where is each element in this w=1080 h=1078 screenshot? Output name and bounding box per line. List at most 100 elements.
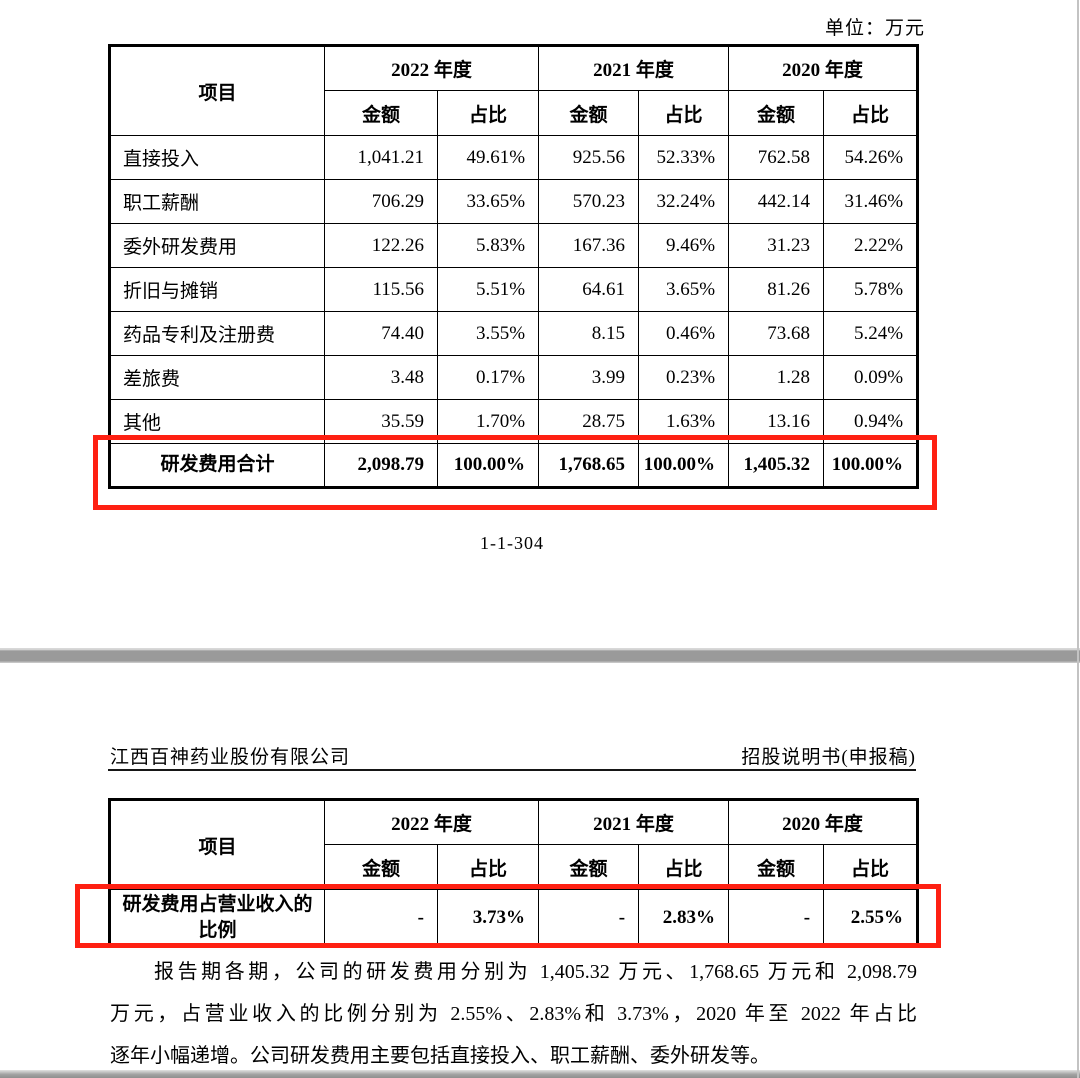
cell-ratio: 32.24% <box>638 179 730 224</box>
cell-ratio: 0.23% <box>638 355 730 400</box>
ratio-table-row: 研发费用占营业收入的比例 - 3.73% - 2.83% - 2.55% <box>109 889 919 947</box>
subheader-ratio: 占比 <box>638 90 730 136</box>
table-row: 其他 35.59 1.70% 28.75 1.63% 13.16 0.94% <box>109 399 919 444</box>
cell-amount: 442.14 <box>728 179 825 224</box>
cell-amount: - <box>538 889 640 947</box>
cell-amount: 1,768.65 <box>538 443 640 488</box>
cell-amount: 115.56 <box>324 267 438 312</box>
cell-ratio: 1.63% <box>638 399 730 444</box>
cell-ratio: 1.70% <box>436 399 540 444</box>
col-header-2021: 2021 年度 <box>538 45 730 91</box>
paragraph-line: 逐年小幅递增。公司研发费用主要包括直接投入、职工薪酬、委外研发等。 <box>110 1045 770 1067</box>
row-label: 折旧与摊销 <box>109 267 325 312</box>
cell-ratio: 52.33% <box>638 135 730 180</box>
cell-amount: 706.29 <box>324 179 438 224</box>
table-row: 职工薪酬 706.29 33.65% 570.23 32.24% 442.14 … <box>109 179 919 224</box>
bottom-page-edge <box>0 1070 1080 1078</box>
subheader-ratio: 占比 <box>823 844 919 890</box>
cell-amount: 13.16 <box>728 399 825 444</box>
col-header-2022: 2022 年度 <box>323 45 540 91</box>
page-number: 1-1-304 <box>480 533 544 553</box>
cell-ratio: 100.00% <box>638 443 730 488</box>
total-row-label: 研发费用合计 <box>109 443 325 488</box>
cell-ratio: 49.61% <box>436 135 540 180</box>
cell-ratio: 3.73% <box>436 889 540 947</box>
cell-amount: 64.61 <box>538 267 640 312</box>
cell-amount: 925.56 <box>538 135 640 180</box>
table-total-row: 研发费用合计 2,098.79 100.00% 1,768.65 100.00%… <box>109 443 919 488</box>
body-paragraph: 报告期各期，公司的研发费用分别为 1,405.32 万元、1,768.65 万元… <box>110 951 917 1077</box>
table-header-row: 项目 2022 年度 2021 年度 2020 年度 <box>109 799 919 890</box>
table-subheader-row: 金额 占比 金额 占比 金额 占比 <box>110 844 919 890</box>
table-row: 直接投入 1,041.21 49.61% 925.56 52.33% 762.5… <box>109 135 919 180</box>
cell-ratio: 31.46% <box>823 179 919 224</box>
col-header-2022: 2022 年度 <box>323 799 540 845</box>
cell-amount: 35.59 <box>324 399 438 444</box>
cell-ratio: 5.78% <box>823 267 919 312</box>
row-label: 药品专利及注册费 <box>109 311 325 356</box>
cell-ratio: 5.51% <box>436 267 540 312</box>
subheader-ratio: 占比 <box>436 844 540 890</box>
col-header-2021: 2021 年度 <box>538 799 730 845</box>
col-header-item: 项目 <box>109 45 325 136</box>
cell-amount: 2,098.79 <box>324 443 438 488</box>
cell-amount: 8.15 <box>538 311 640 356</box>
cell-amount: 1.28 <box>728 355 825 400</box>
cell-ratio: 33.65% <box>436 179 540 224</box>
cell-amount: - <box>728 889 825 947</box>
cell-ratio: 0.46% <box>638 311 730 356</box>
cell-amount: 74.40 <box>324 311 438 356</box>
cell-amount: 122.26 <box>324 223 438 268</box>
page-right-edge <box>1077 0 1079 1078</box>
subheader-ratio: 占比 <box>638 844 730 890</box>
cell-ratio: 3.65% <box>638 267 730 312</box>
company-name: 江西百神药业股份有限公司 <box>110 747 351 768</box>
cell-ratio: 0.94% <box>823 399 919 444</box>
cell-ratio: 2.83% <box>638 889 730 947</box>
subheader-amount: 金额 <box>324 844 438 890</box>
cell-ratio: 0.09% <box>823 355 919 400</box>
row-label: 委外研发费用 <box>109 223 325 268</box>
cell-ratio: 3.55% <box>436 311 540 356</box>
cell-ratio: 2.22% <box>823 223 919 268</box>
table-row: 差旅费 3.48 0.17% 3.99 0.23% 1.28 0.09% <box>109 355 919 400</box>
doc-title: 招股说明书(申报稿) <box>741 747 916 768</box>
header-rule <box>108 769 916 771</box>
col-header-item: 项目 <box>109 799 325 890</box>
cell-amount: 73.68 <box>728 311 825 356</box>
cell-amount: 3.48 <box>324 355 438 400</box>
table-row: 委外研发费用 122.26 5.83% 167.36 9.46% 31.23 2… <box>109 223 919 268</box>
cell-amount: 762.58 <box>728 135 825 180</box>
subheader-amount: 金额 <box>538 844 640 890</box>
ratio-row-label: 研发费用占营业收入的比例 <box>109 889 325 947</box>
row-label: 直接投入 <box>109 135 325 180</box>
cell-ratio: 9.46% <box>638 223 730 268</box>
cell-amount: 81.26 <box>728 267 825 312</box>
cell-ratio: 0.17% <box>436 355 540 400</box>
subheader-amount: 金额 <box>728 90 825 136</box>
col-header-2020: 2020 年度 <box>728 45 919 91</box>
paragraph-line: 报告期各期，公司的研发费用分别为 1,405.32 万元、1,768.65 万元… <box>154 961 917 983</box>
cell-ratio: 100.00% <box>823 443 919 488</box>
paragraph-line: 万元，占营业收入的比例分别为 2.55%、2.83%和 3.73%，2020 年… <box>110 1003 917 1025</box>
subheader-amount: 金额 <box>538 90 640 136</box>
table-header-row: 项目 2022 年度 2021 年度 2020 年度 <box>109 45 919 136</box>
subheader-ratio: 占比 <box>436 90 540 136</box>
cell-amount: 31.23 <box>728 223 825 268</box>
table-row: 药品专利及注册费 74.40 3.55% 8.15 0.46% 73.68 5.… <box>109 311 919 356</box>
cell-amount: 570.23 <box>538 179 640 224</box>
col-header-2020: 2020 年度 <box>728 799 919 845</box>
table-row: 折旧与摊销 115.56 5.51% 64.61 3.65% 81.26 5.7… <box>109 267 919 312</box>
subheader-amount: 金额 <box>728 844 825 890</box>
cell-ratio: 100.00% <box>436 443 540 488</box>
rd-expense-table: 项目 2022 年度 2021 年度 2020 年度 金额 占比 金额 占比 金… <box>108 44 920 489</box>
subheader-ratio: 占比 <box>823 90 919 136</box>
cell-amount: 28.75 <box>538 399 640 444</box>
row-label: 职工薪酬 <box>109 179 325 224</box>
subheader-amount: 金额 <box>324 90 438 136</box>
cell-ratio: 5.83% <box>436 223 540 268</box>
row-label: 差旅费 <box>109 355 325 400</box>
cell-ratio: 5.24% <box>823 311 919 356</box>
table-subheader-row: 金额 占比 金额 占比 金额 占比 <box>110 90 919 136</box>
